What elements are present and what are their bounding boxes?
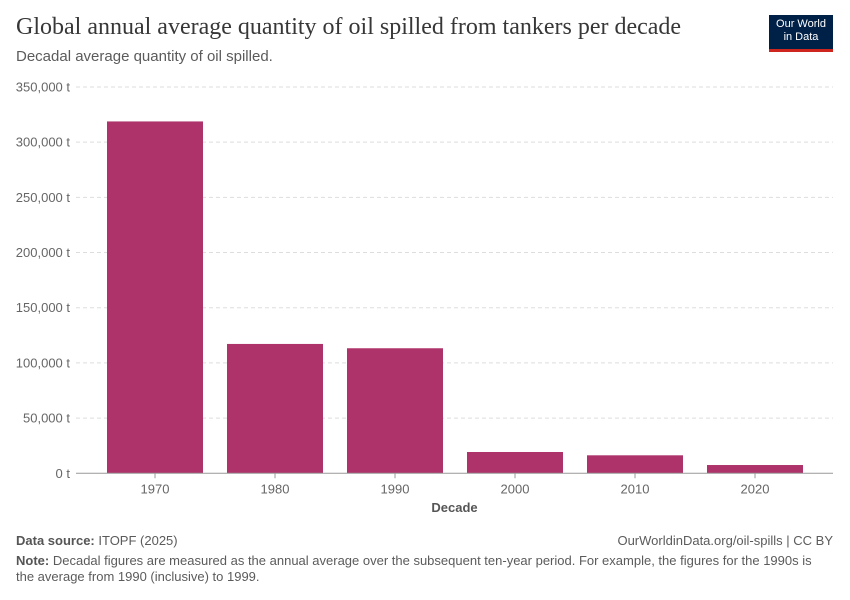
bar-1990[interactable] [347, 348, 443, 474]
y-tick-label: 50,000 t [23, 411, 70, 426]
x-tick-label: 2020 [741, 481, 770, 496]
bar-1980[interactable] [227, 343, 323, 474]
data-source: Data source: ITOPF (2025) [16, 533, 178, 548]
owid-logo[interactable]: Our World in Data [769, 15, 833, 52]
y-tick-label: 150,000 t [16, 300, 71, 315]
bar-2020[interactable] [707, 465, 803, 474]
x-tick-label: 2000 [501, 481, 530, 496]
bar-2000[interactable] [467, 451, 563, 474]
bar-1970[interactable] [107, 121, 203, 474]
y-tick-label: 350,000 t [16, 80, 71, 95]
note: Note: Decadal figures are measured as th… [16, 553, 816, 585]
bar-2010[interactable] [587, 455, 683, 474]
y-tick-label: 0 t [56, 466, 71, 481]
x-axis-label: Decade [431, 500, 477, 515]
x-tick-label: 1980 [261, 481, 290, 496]
y-tick-label: 300,000 t [16, 135, 71, 150]
source-text[interactable]: ITOPF (2025) [98, 533, 178, 548]
x-tick-label: 2010 [621, 481, 650, 496]
note-text: Decadal figures are measured as the annu… [16, 553, 812, 584]
y-tick-label: 250,000 t [16, 190, 71, 205]
chart-title: Global annual average quantity of oil sp… [16, 14, 682, 40]
y-tick-label: 200,000 t [16, 245, 71, 260]
x-tick-label: 1990 [381, 481, 410, 496]
source-label: Data source: [16, 533, 95, 548]
source-url[interactable]: OurWorldinData.org/oil-spills | CC BY [617, 533, 833, 548]
bar-chart: 0 t 50,000 t 100,000 t 150,000 t 200,000 t 25… [16, 80, 833, 515]
y-tick-label: 100,000 t [16, 355, 71, 370]
x-tick-label: 1970 [141, 481, 170, 496]
note-label: Note: [16, 553, 50, 568]
chart-subtitle: Decadal average quantity of oil spilled. [16, 48, 273, 65]
